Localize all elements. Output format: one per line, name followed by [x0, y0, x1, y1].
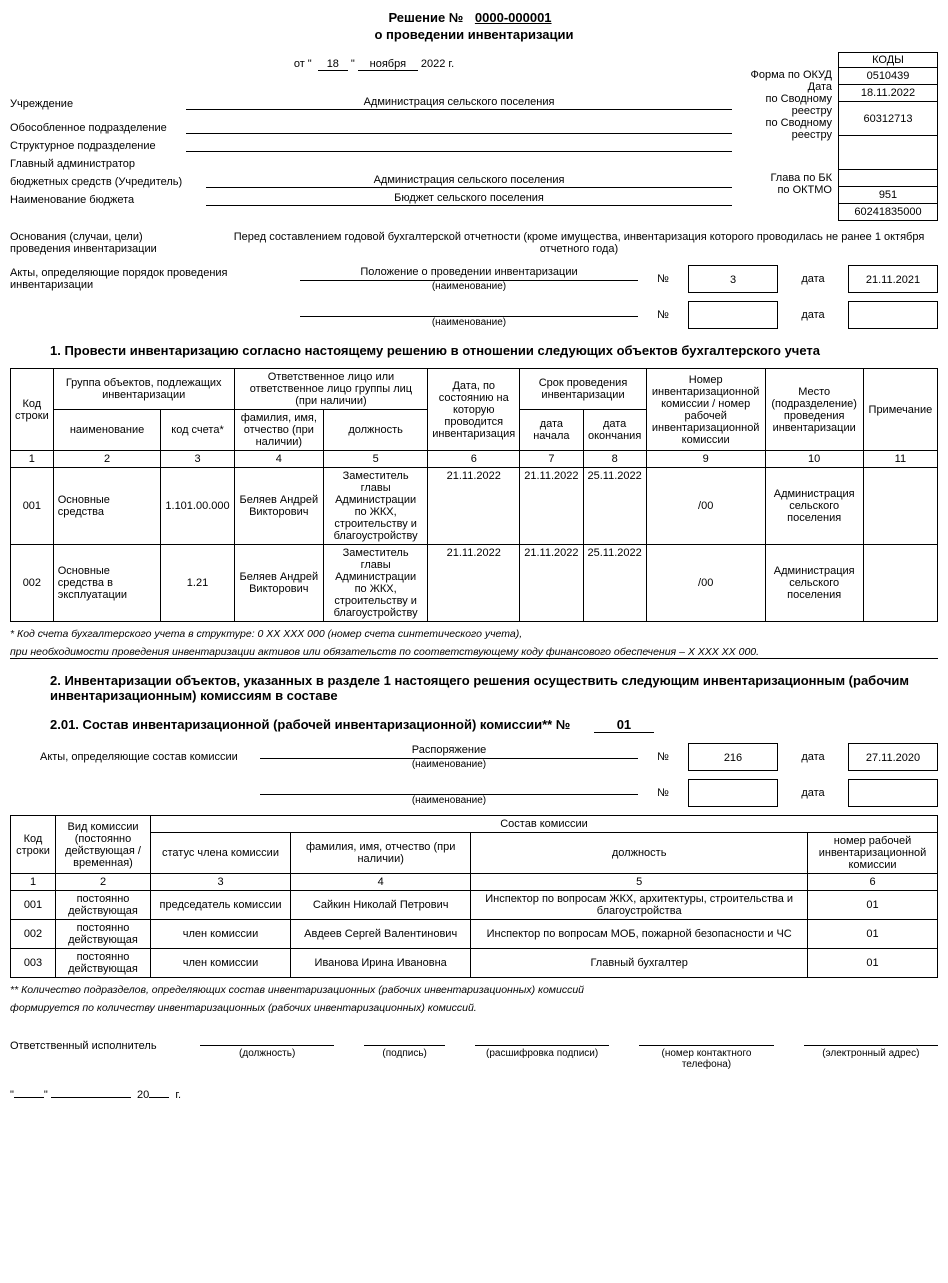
section1-title: 1. Провести инвентаризацию согласно наст… [50, 343, 938, 358]
footnote-1a: * Код счета бухгалтерского учета в струк… [10, 628, 938, 640]
acts-no-2 [688, 301, 778, 329]
subdivision-label: Обособленное подразделение [10, 122, 180, 134]
admin-label2: бюджетных средств (Учредитель) [10, 176, 200, 188]
code-oktmo: 60241835000 [838, 204, 938, 221]
code-svod2 [838, 136, 938, 170]
s2-acts-name-1: Распоряжение [260, 744, 638, 759]
admin-value: Администрация сельского поселения [206, 174, 732, 188]
title-number: 0000-000001 [467, 10, 560, 25]
code-svod1: 60312713 [838, 102, 938, 136]
table-section1: Код строки Группа объектов, подлежащих и… [10, 368, 938, 622]
signatory-label: Ответственный исполнитель [10, 1032, 170, 1052]
struct-label: Структурное подразделение [10, 140, 180, 152]
table-row: 001постоянно действующаяпредседатель ком… [11, 891, 938, 920]
s2-acts-label: Акты, определяющие состав комиссии [10, 751, 250, 763]
s2-acts-row-2: (наименование) № дата [10, 779, 938, 807]
table-row: 001Основные средства1.101.00.000Беляев А… [11, 468, 938, 545]
subdivision-value [186, 132, 732, 134]
code-date: 18.11.2022 [838, 85, 938, 102]
footnote-2a: ** Количество подразделов, определяющих … [10, 984, 938, 996]
budget-label: Наименование бюджета [10, 194, 200, 206]
acts-name-2 [300, 303, 638, 317]
struct-value [186, 150, 732, 152]
title-prefix: Решение № [388, 10, 463, 25]
acts-label: Акты, определяющие порядок проведения ин… [10, 267, 290, 291]
section2-sub-prefix: 2.01. Состав инвентаризационной (рабочей… [50, 717, 570, 732]
institution-value: Администрация сельского поселения [186, 96, 732, 110]
doc-subtitle: о проведении инвентаризации [10, 27, 938, 42]
codes-header: КОДЫ [838, 52, 938, 68]
section2-title: 2. Инвентаризации объектов, указанных в … [50, 673, 938, 703]
table-section2: Код строки Вид комиссии (постоянно дейст… [10, 815, 938, 978]
top-block: от " 18 " ноября 2022 г. Форма по ОКУД Д… [10, 52, 938, 221]
institution-label: Учреждение [10, 98, 180, 110]
signatory-block: Ответственный исполнитель (должность) (п… [10, 1032, 938, 1070]
acts-name-1: Положение о проведении инвентаризации [300, 266, 638, 281]
acts-no-1: 3 [688, 265, 778, 293]
acts-date-2 [848, 301, 938, 329]
s2-acts-name-2 [260, 781, 638, 795]
section2-sub-number: 01 [594, 717, 654, 733]
codes-column: КОДЫ 0510439 18.11.2022 60312713 951 602… [838, 52, 938, 221]
reason-value: Перед составлением годовой бухгалтерской… [220, 231, 938, 255]
acts-date-1: 21.11.2021 [848, 265, 938, 293]
admin-label1: Главный администратор [10, 158, 200, 170]
table-row: 002постоянно действующаячлен комиссииАвд… [11, 920, 938, 949]
s2-acts-date-1: 27.11.2020 [848, 743, 938, 771]
s2-acts-row-1: Акты, определяющие состав комиссии Распо… [10, 743, 938, 771]
s2-acts-no-2 [688, 779, 778, 807]
bottom-date: "" 20 г. [10, 1086, 938, 1101]
doc-title: Решение № 0000-000001 [10, 10, 938, 25]
budget-value: Бюджет сельского поселения [206, 192, 732, 206]
footnote-2b: формируется по количеству инвентаризацио… [10, 1002, 938, 1014]
table-row: 003постоянно действующаячлен комиссииИва… [11, 949, 938, 978]
s2-acts-no-1: 216 [688, 743, 778, 771]
table-row: 002Основные средства в эксплуатации1.21Б… [11, 545, 938, 622]
s2-acts-date-2 [848, 779, 938, 807]
code-empty [838, 170, 938, 187]
footnote-1b: при необходимости проведения инвентариза… [10, 646, 938, 659]
reason-block: Основания (случаи, цели) проведения инве… [10, 231, 938, 255]
code-bk: 951 [838, 187, 938, 204]
code-okud: 0510439 [838, 68, 938, 85]
doc-date: от " 18 " ноября 2022 г. [10, 58, 738, 71]
acts-row-2: (наименование) № дата [10, 301, 938, 329]
acts-row-1: Акты, определяющие порядок проведения ин… [10, 265, 938, 293]
